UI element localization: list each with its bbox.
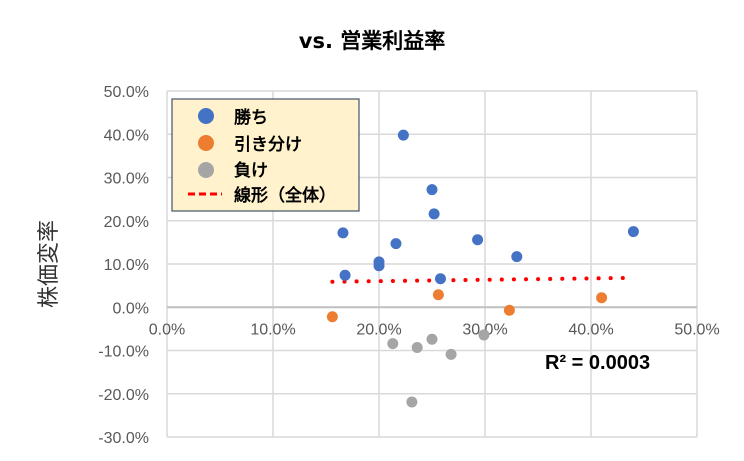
- chart-title: vs. 営業利益率: [299, 29, 445, 53]
- data-point-draw: [596, 292, 608, 304]
- y-tick-label: -30.0%: [98, 430, 149, 447]
- x-tick-label: 0.0%: [149, 321, 185, 338]
- y-tick-label: 50.0%: [104, 84, 149, 101]
- data-point-win: [428, 208, 440, 220]
- data-point-win: [339, 269, 351, 281]
- x-tick-label: 40.0%: [568, 321, 613, 338]
- data-point-win: [390, 238, 402, 250]
- data-point-loss: [426, 333, 438, 345]
- legend-marker-draw: [198, 135, 214, 151]
- data-point-loss: [406, 396, 418, 408]
- data-point-win: [472, 234, 484, 246]
- legend-marker-loss: [198, 162, 214, 178]
- y-tick-label: 40.0%: [104, 127, 149, 144]
- y-tick-label: -20.0%: [98, 387, 149, 404]
- legend-label-loss: 負け: [234, 161, 268, 181]
- y-tick-label: 0.0%: [113, 300, 149, 317]
- data-point-loss: [445, 348, 457, 360]
- data-point-win: [434, 273, 446, 285]
- data-point-loss: [387, 338, 399, 350]
- legend-label-win: 勝ち: [234, 107, 268, 128]
- data-point-draw: [503, 304, 515, 316]
- data-point-draw: [326, 311, 338, 323]
- r-squared-label: R² = 0.0003: [545, 352, 650, 374]
- data-point-win: [426, 184, 438, 196]
- legend-marker-win: [198, 108, 214, 124]
- data-point-loss: [411, 341, 423, 353]
- data-point-win: [627, 226, 639, 238]
- x-tick-label: 10.0%: [250, 321, 295, 338]
- legend-label-trendline: 線形（全体）: [234, 185, 336, 206]
- data-point-win: [373, 260, 385, 272]
- y-tick-label: -10.0%: [98, 344, 149, 361]
- data-point-draw: [432, 289, 444, 301]
- data-point-win: [397, 129, 409, 141]
- y-tick-label: 20.0%: [104, 214, 149, 231]
- x-tick-label: 50.0%: [674, 321, 719, 338]
- legend: 勝ち 引き分け 負け 線形（全体）: [171, 98, 360, 212]
- trendline: [330, 275, 636, 284]
- y-axis-label: 株価変率: [37, 220, 62, 308]
- y-tick-label: 10.0%: [104, 257, 149, 274]
- data-point-loss: [478, 329, 490, 341]
- legend-label-draw: 引き分け: [234, 135, 302, 155]
- x-tick-label: 20.0%: [356, 321, 401, 338]
- data-point-win: [511, 251, 523, 263]
- y-tick-label: 30.0%: [104, 171, 149, 188]
- data-point-win: [337, 227, 349, 239]
